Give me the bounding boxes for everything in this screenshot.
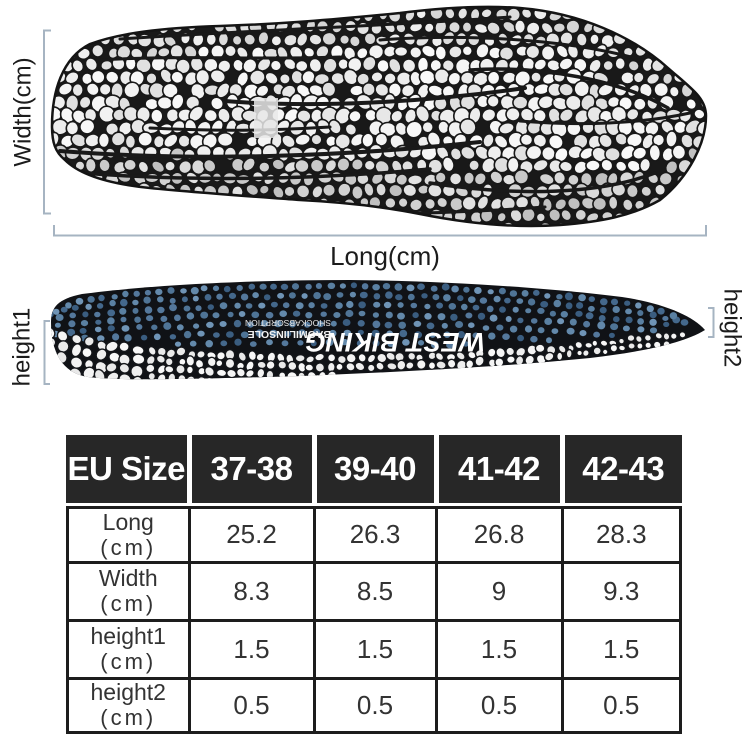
svg-text:WEST BIKING: WEST BIKING [305, 327, 485, 357]
svg-text:SHOCKABSORPTION: SHOCKABSORPTION [245, 318, 331, 328]
svg-text:Width(cm): Width(cm) [9, 57, 36, 166]
svg-text:BAOMILIINSOLE: BAOMILIINSOLE [248, 328, 331, 340]
svg-text:Long(cm): Long(cm) [330, 241, 440, 271]
svg-text:height1: height1 [8, 308, 35, 387]
svg-text:height2: height2 [719, 289, 746, 368]
